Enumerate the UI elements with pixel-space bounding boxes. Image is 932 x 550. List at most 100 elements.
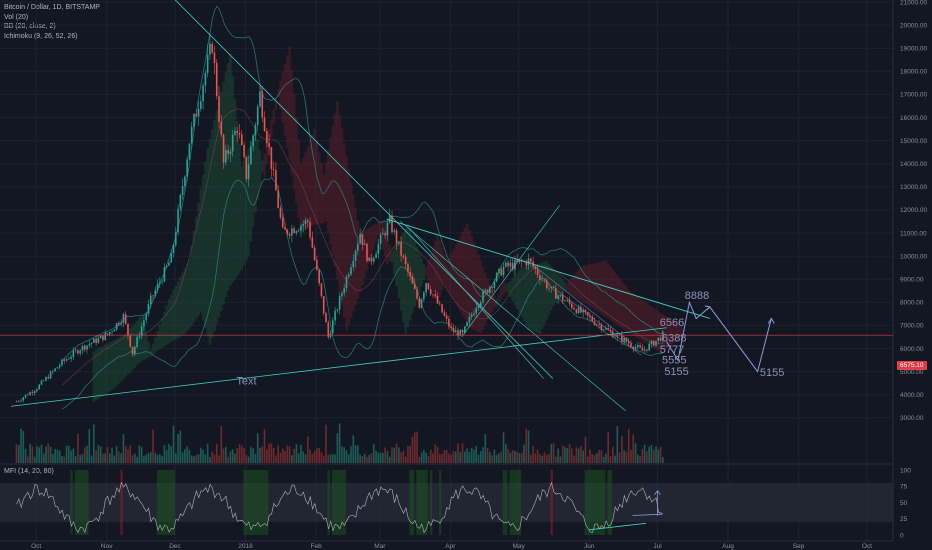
- volume-bar: [643, 444, 646, 463]
- candle-body: [377, 243, 380, 254]
- candle-body: [652, 340, 655, 346]
- volume-bar: [607, 432, 610, 463]
- volume-bar: [639, 456, 641, 463]
- indicator-mfi[interactable]: MFI (14, 20, 80): [4, 468, 54, 475]
- cloud-segment: [579, 266, 583, 301]
- volume-bar: [577, 448, 580, 463]
- cloud-segment: [142, 324, 146, 361]
- candle-body: [118, 323, 120, 325]
- cloud-segment: [144, 332, 148, 359]
- cloud-segment: [322, 174, 326, 224]
- cloud-segment: [659, 312, 662, 352]
- candle-body: [31, 392, 34, 393]
- indicator-bb[interactable]: BB (20, close, 2): [4, 23, 56, 30]
- volume-bar: [220, 426, 223, 463]
- volume-bar: [400, 452, 402, 463]
- volume-bar: [468, 452, 471, 463]
- annotation-label: 8888: [685, 290, 709, 302]
- cloud-segment: [572, 274, 576, 297]
- mfi-oversold: [504, 470, 508, 535]
- mfi-oversold: [511, 470, 515, 535]
- candle-body: [250, 146, 252, 165]
- volume-bar: [31, 446, 34, 463]
- symbol-title[interactable]: Bitcoin / Dollar, 1D, BITSTAMP: [4, 4, 100, 11]
- candle-body: [306, 220, 309, 222]
- candle-body: [448, 318, 450, 327]
- volume-bar: [83, 447, 86, 463]
- cloud-segment: [110, 341, 114, 390]
- volume-bar: [366, 456, 368, 463]
- volume-bar: [140, 447, 143, 463]
- cloud-segment: [356, 220, 360, 299]
- candle-body: [156, 283, 159, 291]
- candle-body: [145, 313, 147, 321]
- volume-bar: [206, 443, 209, 463]
- volume-bar: [99, 446, 102, 463]
- volume-bar: [621, 436, 623, 463]
- mfi-oversold: [168, 470, 171, 535]
- volume-bar: [268, 443, 270, 463]
- cloud-segment: [301, 158, 305, 232]
- cloud-segment: [345, 156, 348, 331]
- volume-bar: [361, 456, 364, 463]
- volume-bar: [539, 454, 541, 463]
- volume-bar: [475, 445, 478, 463]
- volume-bar: [623, 450, 625, 463]
- cloud-segment: [281, 72, 285, 123]
- volume-bar: [243, 448, 245, 463]
- mfi-oversold: [418, 470, 421, 535]
- candle-body: [555, 287, 557, 299]
- volume-bar: [86, 445, 88, 463]
- volume-bar: [17, 445, 20, 463]
- volume-bar: [174, 453, 177, 463]
- volume-bar: [61, 455, 63, 463]
- volume-bar: [602, 456, 605, 463]
- candle-body: [179, 194, 182, 209]
- cloud-segment: [556, 273, 560, 301]
- cloud-segment: [565, 283, 569, 291]
- candle-body: [596, 324, 598, 325]
- candle-body: [466, 322, 468, 327]
- candle-body: [24, 394, 27, 398]
- volume-bar: [637, 454, 639, 463]
- cloud-segment: [568, 280, 571, 294]
- annotation-label: 5555: [662, 355, 686, 367]
- mfi-tick-label: 100: [900, 467, 911, 474]
- cloud-segment: [108, 342, 112, 392]
- cloud-segment: [290, 70, 294, 175]
- volume-bar: [286, 445, 289, 463]
- volume-bar: [402, 450, 405, 463]
- mfi-line: [16, 481, 664, 534]
- cloud-segment: [217, 100, 221, 318]
- candle-body: [115, 323, 118, 330]
- cloud-segment: [113, 339, 116, 389]
- volume-bar: [518, 453, 521, 463]
- volume-bar: [88, 429, 91, 463]
- candle-body: [427, 283, 430, 290]
- candle-body: [409, 271, 412, 277]
- candle-body: [441, 304, 443, 313]
- indicator-vol[interactable]: Vol (20): [4, 13, 29, 21]
- time-tick-label: Sep: [793, 543, 805, 550]
- cloud-segment: [618, 278, 621, 327]
- volume-bar: [575, 447, 578, 463]
- candle-body: [450, 326, 452, 329]
- candle-body: [68, 358, 70, 360]
- price-tick-label: 7000.00: [900, 323, 924, 330]
- candle-body: [313, 247, 316, 260]
- volume-bar: [438, 453, 441, 463]
- candle-body: [106, 333, 109, 335]
- cloud-segment: [647, 304, 651, 346]
- cloud-segment: [201, 174, 205, 321]
- mfi-oversold: [514, 470, 517, 535]
- candle-body: [206, 54, 209, 73]
- indicator-ichimoku[interactable]: Ichimoku (9, 26, 52, 26): [4, 32, 78, 40]
- candle-body: [438, 303, 441, 305]
- volume-bar: [143, 456, 145, 463]
- candle-body: [293, 228, 295, 233]
- cloud-segment: [449, 252, 453, 296]
- volume-bar: [327, 454, 330, 463]
- volume-bar: [375, 450, 377, 463]
- cloud-segment: [117, 337, 121, 384]
